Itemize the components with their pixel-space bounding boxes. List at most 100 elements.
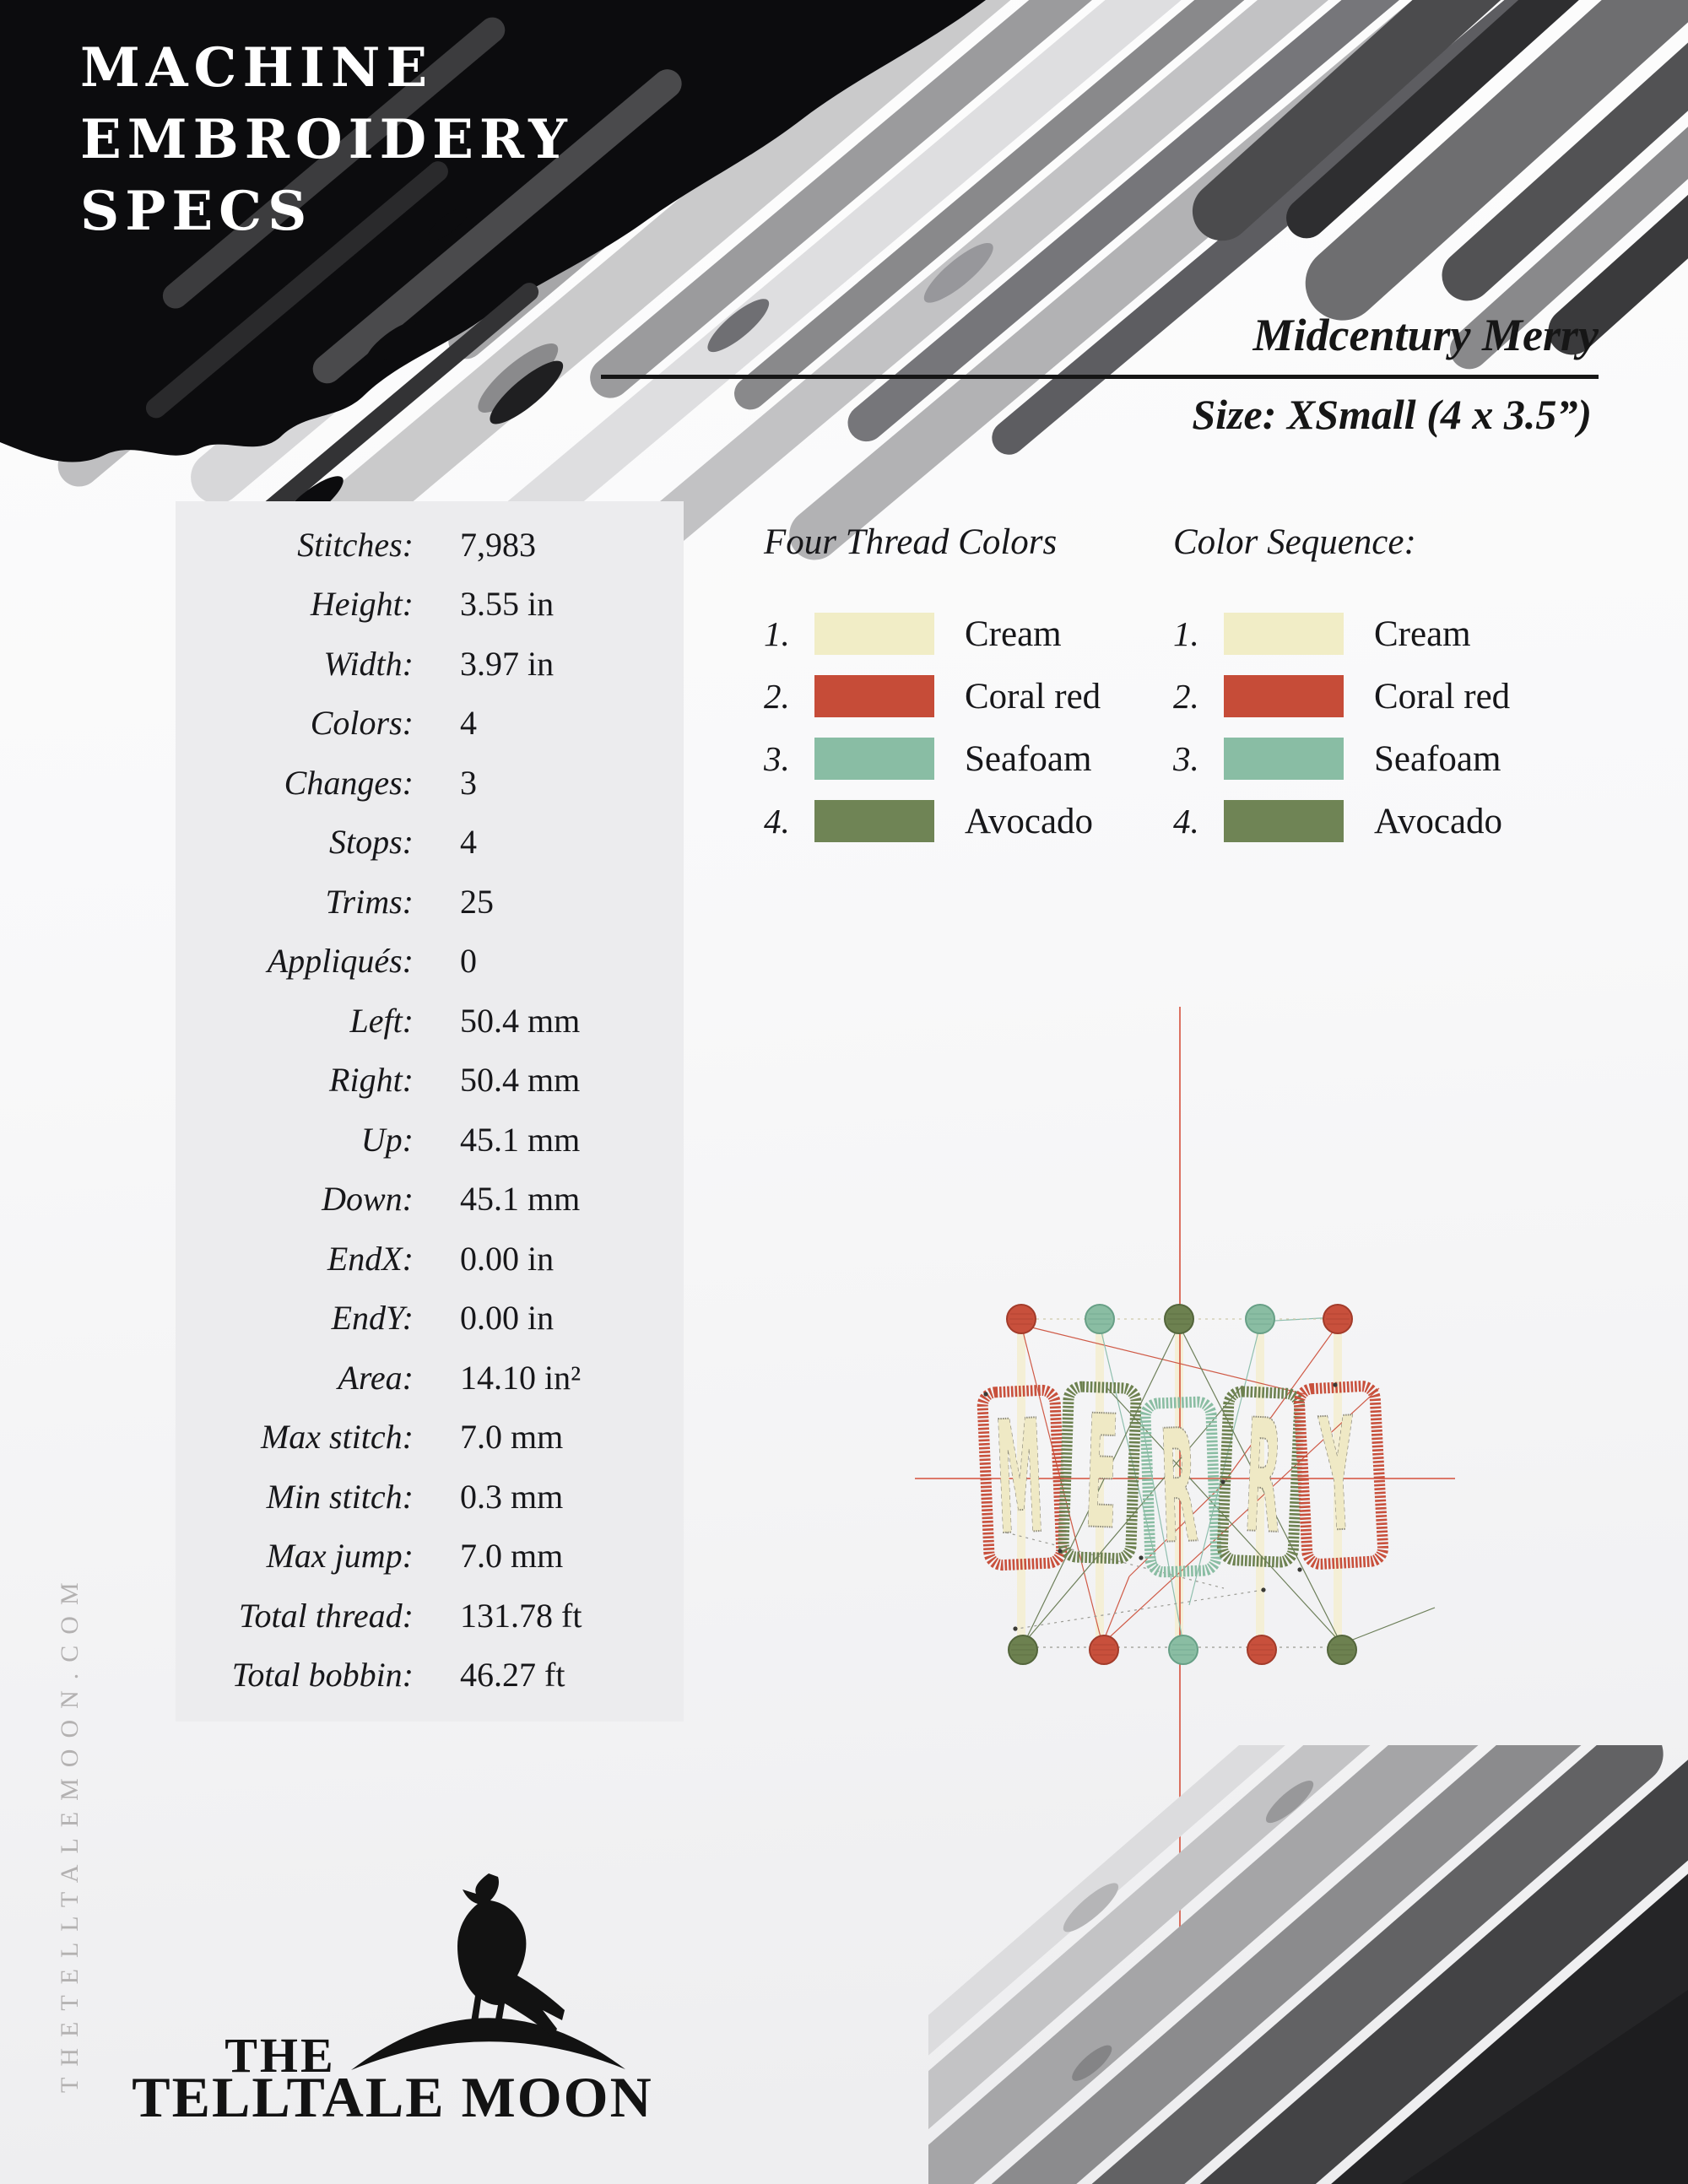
tie-off-dot (1333, 1382, 1338, 1387)
stat-row: Total thread: 131.78 ft (176, 1586, 684, 1646)
thread-color-label: Avocado (1374, 801, 1503, 841)
thread-color-swatch (1224, 800, 1344, 842)
stat-label: Changes: (284, 763, 414, 802)
letter-tag-border (977, 1384, 1068, 1571)
tag-letter: R (1242, 1387, 1285, 1570)
jump-stitch-line (1024, 1324, 1180, 1643)
stat-label: Colors: (310, 704, 414, 743)
page-title: MACHINE EMBROIDERY SPECS (80, 32, 573, 247)
jump-stitch-line (1128, 1484, 1223, 1577)
thread-color-label: Cream (965, 614, 1062, 654)
design-size: Size: XSmall (4 x 3.5”) (1192, 391, 1592, 438)
thread-colors-heading: Four Thread Colors (764, 522, 1058, 562)
header-rule (601, 375, 1599, 379)
thread-bar (1017, 1325, 1025, 1646)
thread-color-row: 1. Cream (1173, 603, 1578, 665)
stat-row: Max stitch: 7.0 mm (176, 1408, 684, 1468)
stat-label: Width: (323, 644, 414, 683)
crow-icon (457, 1873, 565, 2038)
tag-letter: M (993, 1387, 1047, 1570)
ink-texture-streaks (145, 17, 682, 517)
stat-row: Total bobbin: 46.27 ft (176, 1646, 684, 1706)
thread-color-swatch (1224, 738, 1344, 780)
stat-label: Max jump: (266, 1537, 414, 1576)
stat-label: Stitches: (297, 525, 414, 564)
stat-row: Right: 50.4 mm (176, 1051, 684, 1111)
thread-color-swatch (814, 800, 934, 842)
tag-letter: E (1082, 1382, 1120, 1565)
thread-color-number: 3. (764, 739, 790, 778)
stat-value: 50.4 mm (460, 1001, 581, 1040)
stat-label: Height: (310, 585, 414, 624)
thread-color-label: Seafoam (965, 738, 1092, 779)
stat-label: EndX: (327, 1239, 414, 1278)
thread-color-label: Avocado (965, 801, 1094, 841)
brand-name-the: THE (225, 2028, 336, 2083)
stat-row: Min stitch: 0.3 mm (176, 1467, 684, 1527)
stat-row: Trims: 25 (176, 872, 684, 932)
stat-value: 7,983 (460, 525, 536, 564)
corner-brush-art (928, 1745, 1688, 2184)
stat-value: 7.0 mm (460, 1537, 564, 1576)
stat-value: 25 (460, 882, 494, 921)
thread-color-number: 1. (1173, 614, 1199, 653)
jump-stitch-line (1016, 1589, 1264, 1630)
stat-value: 45.1 mm (460, 1120, 581, 1159)
thread-color-number: 2. (1173, 677, 1199, 716)
stats-rows: Stitches: 7,983 Height: 3.55 in Width: 3.97 i… (176, 515, 684, 1705)
corner-dark-wedge (1401, 1990, 1688, 2184)
stat-label: Total bobbin: (231, 1656, 414, 1695)
thread-color-number: 4. (1173, 802, 1199, 841)
stat-value: 0.3 mm (460, 1477, 564, 1516)
stat-row: Appliqués: 0 (176, 932, 684, 992)
color-sequence-heading: Color Sequence: (1173, 522, 1416, 562)
stat-row: Max jump: 7.0 mm (176, 1527, 684, 1587)
moon-crescent-icon (351, 2018, 625, 2070)
stat-label: Max stitch: (260, 1418, 414, 1457)
stat-label: Min stitch: (266, 1477, 414, 1516)
thread-color-row: 4. Avocado (764, 790, 1169, 852)
stat-value: 46.27 ft (460, 1656, 565, 1695)
thread-color-swatch (814, 613, 934, 655)
stat-label: Appliqués: (267, 942, 414, 981)
stat-value: 4 (460, 823, 477, 862)
thread-color-list: 1. Cream 2. Coral red 3. Seafoam 4. Avocado (1173, 603, 1578, 852)
thread-color-row: 2. Coral red (1173, 665, 1578, 727)
stat-row: Stitches: 7,983 (176, 515, 684, 575)
thread-color-row: 3. Seafoam (1173, 727, 1578, 790)
stat-row: Changes: 3 (176, 753, 684, 813)
thread-colors-column: Four Thread Colors 1. Cream 2. Coral red 3. S… (764, 522, 1169, 852)
stat-value: 3.97 in (460, 644, 555, 683)
stat-value: 3 (460, 763, 477, 802)
stat-value: 4 (460, 704, 477, 743)
jump-stitch-line (1024, 1385, 1243, 1643)
color-sequence-column: Color Sequence: 1. Cream 2. Coral red 3. Seaf… (1173, 522, 1578, 852)
stat-row: Height: 3.55 in (176, 575, 684, 635)
thread-color-row: 3. Seafoam (764, 727, 1169, 790)
tie-off-dot (1139, 1555, 1144, 1560)
thread-color-number: 2. (764, 677, 790, 716)
tie-off-dot (1013, 1626, 1018, 1631)
letter-tag-border (1058, 1381, 1142, 1565)
thread-color-swatch (814, 675, 934, 717)
page-title-line-3: SPECS (80, 180, 313, 243)
stat-value: 45.1 mm (460, 1180, 581, 1219)
thread-color-label: Seafoam (1374, 738, 1501, 779)
letter-tag-border (1139, 1396, 1222, 1578)
stat-value: 0 (460, 942, 477, 981)
tie-off-dot (1220, 1479, 1225, 1484)
thread-color-row: 2. Coral red (764, 665, 1169, 727)
stat-value: 50.4 mm (460, 1061, 581, 1100)
tag-letter: R (1158, 1397, 1200, 1580)
thread-color-label: Coral red (965, 676, 1101, 716)
design-name: Midcentury Merry (1252, 310, 1599, 360)
stat-label: Stops: (329, 823, 414, 862)
thread-bar (1334, 1325, 1342, 1646)
jump-stitch-line (1178, 1324, 1341, 1643)
stat-value: 0.00 in (460, 1239, 555, 1278)
jump-stitch-line (1101, 1576, 1130, 1645)
thread-color-number: 4. (764, 802, 790, 841)
brand-name-telltale-moon: TELLTALE MOON (132, 2065, 653, 2129)
stat-row: Colors: 4 (176, 694, 684, 754)
